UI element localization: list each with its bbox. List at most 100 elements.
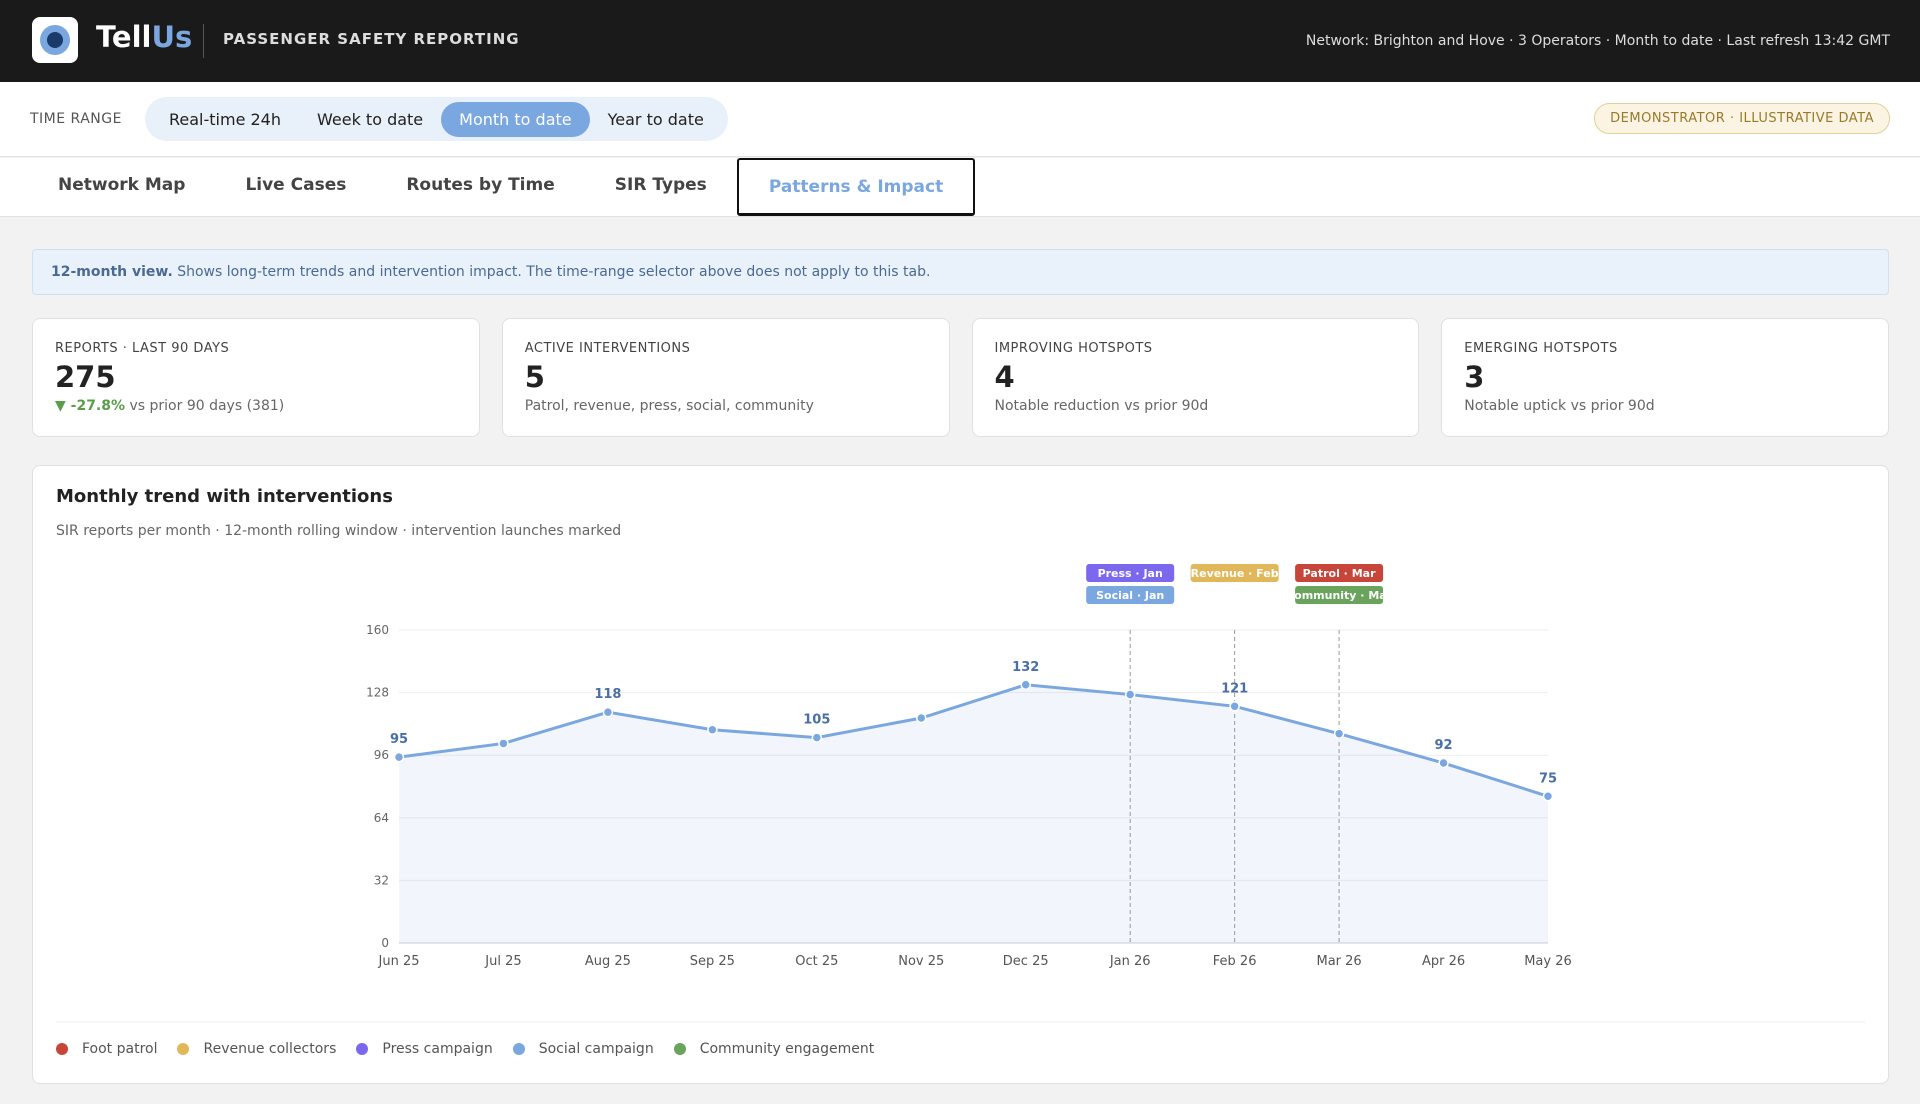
intervention-label: Patrol · Mar [1303, 567, 1376, 580]
data-label: 121 [1221, 681, 1248, 696]
intervention-badge [1295, 564, 1384, 582]
y-tick-label: 32 [374, 873, 389, 887]
legend-label: Community engagement [699, 1041, 875, 1057]
legend-item: Foot patrol [56, 1041, 157, 1057]
kpi-note: ▼ -27.8% vs prior 90 days (381) [55, 398, 457, 414]
x-tick-label: Nov 25 [898, 954, 944, 969]
legend-label: Revenue collectors [203, 1041, 337, 1057]
time-range-label: TIME RANGE [30, 111, 122, 127]
data-label: 132 [1012, 660, 1039, 675]
tab[interactable]: Network Map [58, 175, 186, 195]
kpi-value: 3 [1464, 360, 1485, 394]
notice: 12-month view. Shows long-term trends an… [32, 249, 1889, 295]
point [1229, 701, 1240, 712]
kpi-value: 4 [994, 360, 1015, 394]
logo[interactable] [32, 17, 78, 63]
intervention-badge [1086, 586, 1175, 604]
y-tick-label: 160 [366, 623, 389, 637]
legend-swatch [512, 1043, 525, 1055]
legend-label: Social campaign [538, 1041, 654, 1057]
chart-title: Monthly trend with interventions [56, 486, 393, 507]
kpi-label: ACTIVE INTERVENTIONS [524, 341, 691, 356]
intervention-label: Community · Mar [1286, 589, 1393, 602]
intervention-badge [1190, 564, 1279, 582]
tab[interactable]: SIR Types [614, 175, 707, 195]
x-tick-label: Sep 25 [690, 954, 735, 969]
brand: TellUs [96, 20, 192, 54]
intervention-label: Press · Jan [1098, 567, 1163, 580]
brand-part: Tell [96, 20, 152, 54]
app-subtitle: PASSENGER SAFETY REPORTING [223, 30, 520, 48]
logo-icon [40, 25, 70, 55]
point [1124, 689, 1136, 700]
legend-swatch [56, 1043, 68, 1055]
data-label: 92 [1434, 738, 1452, 753]
data-label: 105 [803, 713, 830, 728]
kpi-note-text: Notable uptick vs prior 90d [1464, 398, 1655, 414]
area [399, 684, 1548, 943]
data-label: 118 [594, 687, 621, 702]
kpi-delta: ▼ -27.8% [55, 398, 126, 414]
legend-label: Press campaign [382, 1041, 493, 1057]
kpi-note: Notable reduction vs prior 90d [995, 398, 1397, 414]
x-tick-label: Oct 25 [795, 954, 838, 969]
point [811, 732, 823, 743]
tab[interactable]: Routes by Time [406, 175, 555, 195]
tab-bar: Network Map Live Cases Routes by Time SIR T… [0, 158, 1920, 217]
time-range-option[interactable]: Year to date [607, 109, 704, 129]
x-tick-label: Dec 25 [1003, 954, 1049, 969]
demo-badge: DEMONSTRATOR · ILLUSTRATIVE DATA [1594, 103, 1890, 134]
kpi-label: EMERGING HOTSPOTS [1464, 341, 1618, 356]
kpi-card: ACTIVE INTERVENTIONS 5 Patrol, revenue, pr… [501, 318, 950, 437]
kpi-note-text: vs prior 90 days (381) [129, 398, 285, 414]
intervention-label: Social · Jan [1096, 589, 1164, 602]
intervention-badge [1295, 586, 1384, 604]
point [393, 751, 405, 763]
kpi-note: Notable uptick vs prior 90d [1464, 398, 1866, 414]
tab[interactable]: Patterns & Impact [736, 158, 976, 216]
point [916, 712, 927, 724]
point [498, 738, 509, 749]
point [1333, 728, 1345, 739]
line [398, 683, 1549, 798]
kpi-value: 275 [55, 360, 116, 394]
time-range-option[interactable]: Month to date [441, 101, 590, 137]
intervention-badge [1086, 564, 1175, 582]
legend-item: Social campaign [512, 1041, 654, 1057]
time-range-option[interactable]: Real-time 24h [169, 109, 281, 129]
kpi-card: EMERGING HOTSPOTS 3 Notable uptick vs prio… [1441, 318, 1889, 437]
notice-text: Shows long-term trends and intervention … [177, 264, 931, 280]
legend-item: Press campaign [356, 1041, 493, 1057]
tab[interactable]: Live Cases [245, 175, 347, 195]
point [1542, 791, 1554, 802]
divider [203, 24, 204, 58]
x-tick-label: Apr 26 [1422, 954, 1465, 969]
legend-swatch [356, 1043, 369, 1055]
intervention-label: Revenue · Feb [1191, 567, 1279, 580]
x-tick-label: Feb 26 [1213, 954, 1257, 969]
time-range-option[interactable]: Week to date [317, 109, 424, 129]
y-tick-label: 64 [374, 811, 389, 825]
legend-swatch [177, 1043, 190, 1055]
point [602, 706, 614, 718]
y-tick-label: 96 [374, 748, 389, 762]
kpi-note: Patrol, revenue, press, social, communit… [525, 398, 927, 414]
legend: Foot patrol Revenue collectors Press campa… [56, 1041, 874, 1057]
legend-item: Community engagement [673, 1041, 875, 1057]
kpi-delta-value: -27.8% [70, 398, 126, 414]
kpi-value: 5 [524, 360, 545, 394]
header [0, 0, 1920, 82]
legend-label: Foot patrol [82, 1041, 158, 1057]
point [707, 724, 718, 736]
x-tick-label: May 26 [1524, 954, 1572, 969]
x-tick-label: Aug 25 [585, 954, 631, 969]
kpi-label: REPORTS · LAST 90 DAYS [55, 341, 230, 356]
data-label: 95 [390, 732, 408, 747]
kpi-note-text: Notable reduction vs prior 90d [994, 398, 1209, 414]
kpi-label: IMPROVING HOTSPOTS [994, 341, 1153, 356]
kpi-note-text: Patrol, revenue, press, social, communit… [524, 398, 814, 414]
kpi-card: REPORTS · LAST 90 DAYS 275 ▼ -27.8% vs pri… [32, 318, 480, 437]
kpi-card: IMPROVING HOTSPOTS 4 Notable reduction vs … [971, 318, 1420, 437]
x-tick-label: Jul 25 [484, 954, 521, 969]
